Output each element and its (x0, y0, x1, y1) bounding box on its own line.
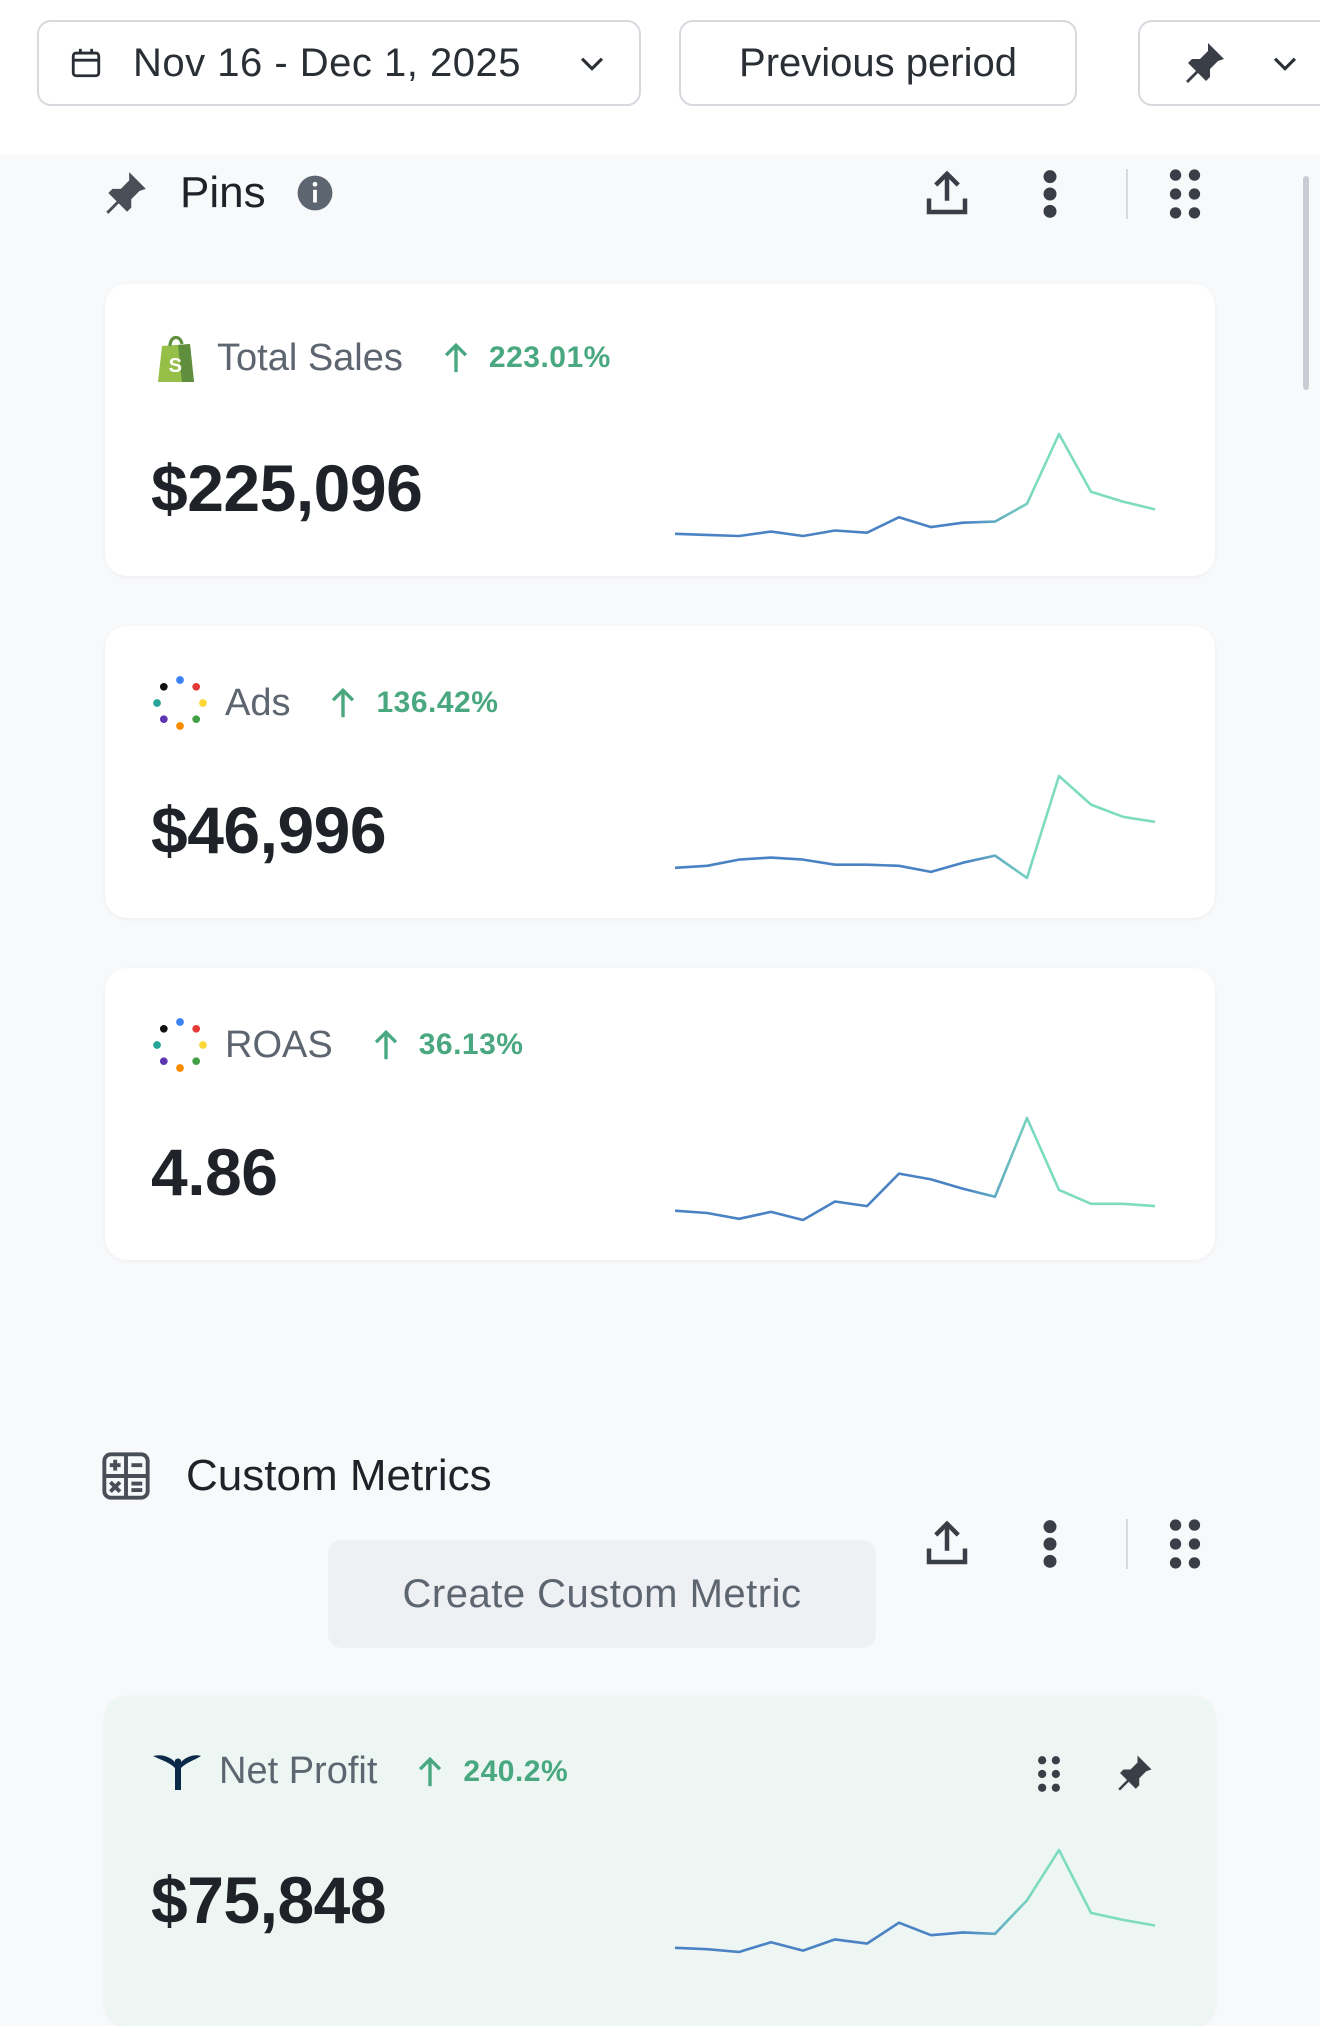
pins-header-actions (920, 166, 1202, 222)
pin-menu-button[interactable] (1138, 20, 1320, 106)
export-icon[interactable] (920, 166, 974, 222)
metric-card-total-sales[interactable]: S Total Sales 223.01% $225,096 (105, 284, 1215, 576)
header-divider (1126, 169, 1128, 219)
metric-card-roas[interactable]: ROAS 36.13% 4.86 (105, 968, 1215, 1260)
sparkline-chart (674, 432, 1156, 538)
metric-card-header: Net Profit 240.2% (151, 1750, 568, 1793)
sparkline-series (674, 1116, 1156, 1222)
pins-section-title: Pins (180, 168, 266, 217)
more-options-icon[interactable] (1040, 1518, 1060, 1570)
chevron-down-icon (1273, 57, 1297, 71)
metric-name: Ads (225, 681, 291, 724)
metric-change: 223.01% (488, 341, 611, 374)
metric-name: Net Profit (219, 1750, 378, 1792)
custom-header-actions (920, 1516, 1202, 1572)
sparkline-series (674, 432, 1156, 538)
compare-period-label: Previous period (739, 40, 1017, 85)
metric-change: 240.2% (463, 1754, 569, 1788)
arrow-up-icon (419, 1756, 442, 1786)
pin-icon[interactable] (1113, 1752, 1155, 1794)
metric-value: $46,996 (151, 793, 387, 867)
sparkline-series (674, 774, 1156, 880)
sparkline-series (674, 1848, 1156, 1954)
svg-text:S: S (169, 355, 182, 377)
top-toolbar: Nov 16 - Dec 1, 2025 Previous period (0, 0, 1320, 154)
compare-period-button[interactable]: Previous period (679, 20, 1077, 106)
metric-value: $75,848 (151, 1863, 387, 1937)
arrow-up-icon (444, 342, 468, 373)
calendar-icon (71, 48, 101, 78)
scrollbar[interactable] (1303, 176, 1309, 390)
shopify-icon: S (158, 335, 194, 382)
custom-metrics-title: Custom Metrics (186, 1451, 492, 1500)
info-icon[interactable] (296, 174, 334, 212)
arrow-up-icon (332, 687, 355, 718)
metric-value: $225,096 (151, 451, 423, 525)
metric-change: 136.42% (376, 686, 499, 719)
dots-logo-icon (153, 1018, 207, 1072)
create-custom-metric-button[interactable]: Create Custom Metric (328, 1540, 876, 1648)
date-range-label: Nov 16 - Dec 1, 2025 (133, 40, 521, 85)
metric-card-header: S Total Sales 223.01% (151, 332, 611, 384)
metric-card-header: Ads 136.42% (151, 674, 498, 732)
pin-icon (106, 172, 146, 214)
drag-handle-icon[interactable] (1168, 1518, 1202, 1570)
calculator-icon (102, 1452, 150, 1500)
chevron-down-icon (580, 57, 604, 71)
metric-change: 36.13% (418, 1028, 524, 1061)
date-range-picker[interactable]: Nov 16 - Dec 1, 2025 (37, 20, 641, 106)
metric-value: 4.86 (151, 1135, 278, 1209)
more-options-icon[interactable] (1040, 168, 1060, 220)
custom-metrics-section-header: Custom Metrics (100, 1450, 492, 1502)
sparkline-chart (674, 1848, 1156, 1954)
dots-logo-icon (153, 676, 207, 730)
drag-handle-icon[interactable] (1168, 168, 1202, 220)
header-divider (1126, 1519, 1128, 1569)
metric-name: Total Sales (217, 336, 403, 379)
drag-handle-icon[interactable] (1037, 1754, 1061, 1794)
metric-card-net-profit[interactable]: Net Profit 240.2% $75,848 (105, 1696, 1215, 2026)
metric-name: ROAS (225, 1023, 333, 1066)
arrow-up-icon (374, 1029, 397, 1060)
sparkline-chart (674, 1116, 1156, 1222)
metric-card-ads[interactable]: Ads 136.42% $46,996 (105, 626, 1215, 918)
triple-whale-icon (153, 1754, 201, 1790)
pin-icon (1186, 43, 1224, 83)
metric-card-header: ROAS 36.13% (151, 1016, 523, 1074)
pins-section-header: Pins (100, 168, 334, 218)
export-icon[interactable] (920, 1516, 974, 1572)
sparkline-chart (674, 774, 1156, 880)
